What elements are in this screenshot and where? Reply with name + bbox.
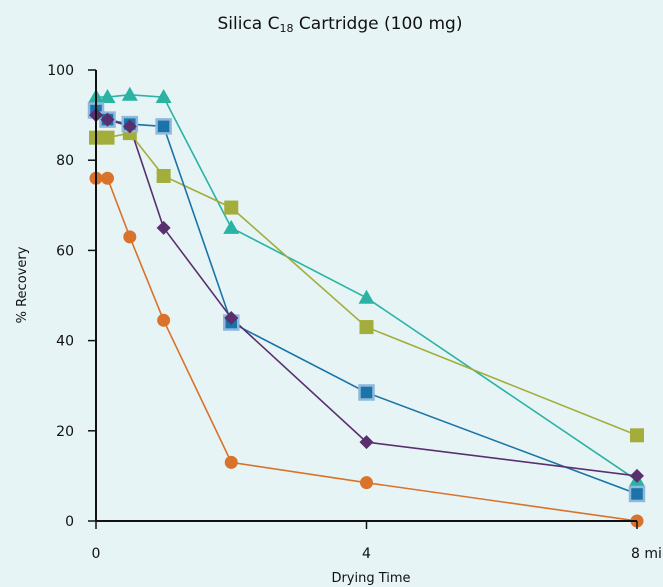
- series-line: [96, 93, 638, 482]
- series-markers-diamond: [89, 108, 644, 483]
- data-point-triangle: [358, 289, 375, 304]
- data-point-square-outlined: [628, 485, 646, 503]
- y-tick-label: 0: [65, 514, 74, 530]
- data-point-circle: [157, 313, 171, 327]
- x-axis-ticks: 0 4 8 min: [92, 521, 663, 562]
- data-point-diamond: [100, 112, 115, 127]
- data-point-triangle: [223, 219, 240, 234]
- y-tick-label: 60: [56, 243, 74, 259]
- data-point-diamond: [359, 435, 374, 450]
- x-tick-label: 0: [92, 546, 101, 562]
- x-tick-label: 8 min: [631, 546, 663, 562]
- data-point-diamond: [156, 220, 171, 235]
- chart-title: Silica C18 Cartridge (100 mg): [218, 14, 463, 35]
- data-point-diamond: [122, 119, 137, 134]
- chart-title-rest: Cartridge (100 mg): [294, 14, 463, 34]
- y-tick-label: 40: [56, 334, 74, 350]
- y-axis-ticks: 0 20 40 60 80 100: [47, 63, 96, 530]
- chart-title-subscript: 18: [280, 22, 294, 35]
- series-markers-circle: [89, 171, 644, 528]
- y-tick-label: 100: [47, 63, 74, 79]
- data-point-circle: [360, 476, 373, 490]
- y-tick-label: 20: [56, 424, 74, 440]
- chart-title-main: Silica C: [218, 14, 280, 34]
- data-point-square: [156, 168, 171, 183]
- series-circle: [96, 177, 638, 522]
- series-layer: [87, 86, 646, 528]
- data-point-square: [100, 130, 115, 145]
- x-tick-label: 4: [362, 546, 371, 562]
- data-point-diamond: [630, 468, 644, 483]
- series-line: [96, 177, 638, 522]
- data-point-square: [359, 320, 374, 335]
- data-point-square: [224, 200, 239, 215]
- data-point-triangle: [121, 86, 138, 101]
- data-point-triangle: [99, 89, 116, 104]
- y-axis-title: % Recovery: [15, 246, 30, 323]
- data-point-triangle: [155, 89, 172, 104]
- series-triangle: [96, 93, 638, 482]
- data-point-diamond: [224, 311, 239, 326]
- data-point-circle: [224, 455, 238, 469]
- y-tick-label: 80: [56, 153, 74, 169]
- series-markers-triangle: [88, 86, 645, 487]
- data-point-circle: [123, 230, 137, 244]
- data-point-square-outlined: [358, 384, 375, 401]
- data-point-circle: [100, 171, 114, 185]
- data-point-square: [630, 428, 644, 443]
- data-point-square-outlined: [155, 118, 172, 135]
- x-axis-title: Drying Time: [331, 571, 410, 586]
